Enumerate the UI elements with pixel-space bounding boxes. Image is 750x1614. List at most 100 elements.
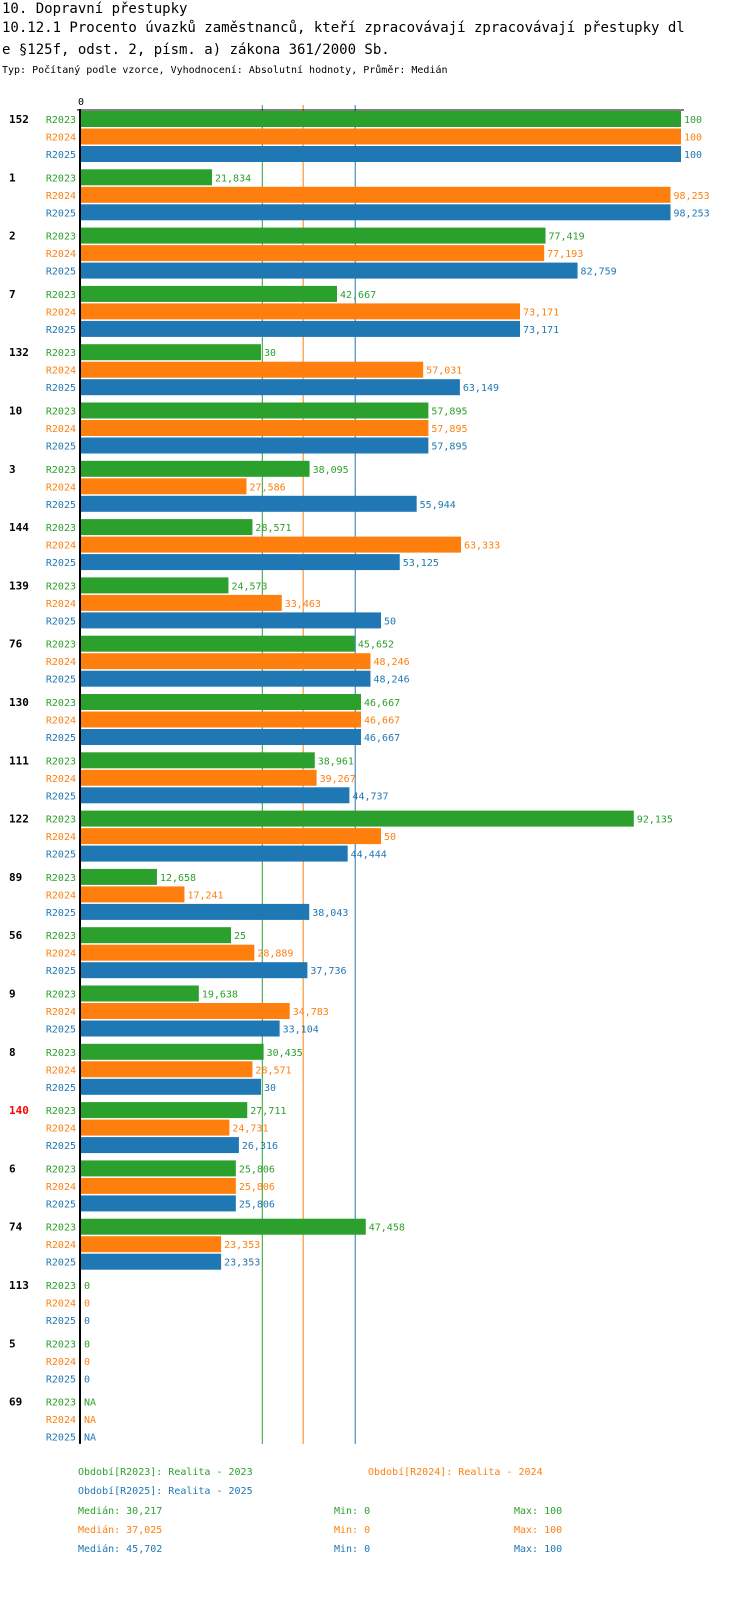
- value-label: 24,573: [231, 581, 267, 592]
- bar-r2024: [81, 1061, 253, 1078]
- bar-r2025: [81, 495, 417, 512]
- bar-r2024: [81, 594, 282, 611]
- bar-r2024: [81, 303, 521, 320]
- value-label: 27,586: [250, 482, 286, 493]
- series-label: R2023: [46, 232, 76, 243]
- series-label: R2025: [46, 325, 76, 336]
- series-label: R2025: [46, 1141, 76, 1152]
- category-label: 9: [9, 988, 16, 1001]
- bar-r2025: [81, 1020, 280, 1037]
- series-label: R2024: [46, 1007, 76, 1018]
- value-label: 42,667: [340, 290, 376, 301]
- bar-r2025: [81, 787, 350, 804]
- series-label: R2025: [46, 675, 76, 686]
- category-label: 111: [9, 754, 29, 767]
- bar-r2025: [81, 1078, 261, 1095]
- series-label: R2023: [46, 407, 76, 418]
- series-label: R2024: [46, 482, 76, 493]
- bar-r2024: [81, 944, 255, 961]
- bar-r2023: [81, 460, 310, 477]
- value-label: 23,353: [224, 1240, 260, 1251]
- min-r2024: Min: 0: [334, 1525, 371, 1536]
- value-label: 28,571: [255, 523, 291, 534]
- value-label: 26,316: [242, 1141, 278, 1152]
- bar-r2024: [81, 1177, 236, 1194]
- bar-r2025: [81, 962, 308, 979]
- bar-r2025: [81, 1253, 222, 1270]
- bar-r2025: [81, 437, 429, 454]
- series-label: R2024: [46, 657, 76, 668]
- bar-r2023: [81, 1043, 264, 1060]
- value-label: 92,135: [637, 815, 673, 826]
- value-label: 46,667: [364, 716, 400, 727]
- bar-r2024: [81, 420, 429, 436]
- category-label: 2: [9, 230, 16, 243]
- series-label: R2023: [46, 1106, 76, 1117]
- series-label: R2024: [46, 1415, 76, 1426]
- bar-r2023: [81, 227, 546, 244]
- bar-r2025: [81, 1137, 239, 1154]
- max-r2025: Max: 100: [514, 1544, 563, 1555]
- value-label: 82,759: [581, 267, 617, 278]
- bar-r2024: [81, 886, 185, 903]
- bar-r2025: [81, 146, 681, 162]
- bar-r2025: [81, 1195, 236, 1212]
- category-label: 76: [9, 638, 23, 651]
- category-label: 5: [9, 1337, 16, 1350]
- value-label: 33,104: [283, 1025, 319, 1036]
- category-label: 122: [9, 813, 29, 826]
- bar-r2023: [81, 635, 355, 652]
- bar-r2024: [81, 653, 371, 670]
- bar-r2023: [81, 1102, 248, 1119]
- value-label: 46,667: [364, 733, 400, 744]
- category-label: 140: [9, 1104, 29, 1117]
- section-title: 10. Dopravní přestupky: [2, 1, 188, 17]
- value-label: 25: [234, 931, 246, 942]
- series-label: R2024: [46, 133, 76, 144]
- series-label: R2025: [46, 1199, 76, 1210]
- value-label: 19,638: [202, 990, 238, 1001]
- series-label: R2024: [46, 1240, 76, 1251]
- bar-r2023: [81, 868, 157, 885]
- value-label: 0: [84, 1316, 90, 1327]
- value-label: 38,043: [312, 908, 348, 919]
- series-label: R2024: [46, 890, 76, 901]
- value-label: 0: [84, 1374, 90, 1385]
- value-label: 25,806: [239, 1199, 275, 1210]
- value-label: 100: [684, 115, 702, 126]
- chart-subtitle: Typ: Počítaný podle vzorce, Vyhodnocení:…: [2, 65, 448, 76]
- category-label: 113: [9, 1279, 29, 1292]
- series-label: R2025: [46, 908, 76, 919]
- category-label: 6: [9, 1162, 16, 1175]
- value-label: 28,889: [257, 949, 293, 960]
- value-label: 24,731: [232, 1124, 268, 1135]
- value-label: 45,652: [358, 640, 394, 651]
- category-label: 139: [9, 579, 29, 592]
- value-label: 37,736: [310, 966, 346, 977]
- bar-r2025: [81, 612, 381, 629]
- value-label: 47,458: [369, 1223, 405, 1234]
- series-label: R2023: [46, 1281, 76, 1292]
- series-label: R2023: [46, 815, 76, 826]
- series-label: R2025: [46, 1025, 76, 1036]
- bar-r2025: [81, 729, 362, 745]
- value-label: NA: [84, 1415, 96, 1426]
- value-label: 57,031: [426, 366, 462, 377]
- min-r2025: Min: 0: [334, 1544, 371, 1555]
- bar-r2024: [81, 186, 671, 203]
- series-label: R2023: [46, 173, 76, 184]
- bar-r2023: [81, 810, 634, 827]
- bar-r2024: [81, 828, 381, 845]
- bar-r2023: [81, 285, 338, 302]
- value-label: 55,944: [420, 500, 456, 511]
- legend-item-r2023: Období[R2023]: Realita - 2023: [78, 1467, 253, 1478]
- category-label: 1: [9, 171, 16, 184]
- bar-r2023: [81, 519, 253, 536]
- category-label: 7: [9, 288, 16, 301]
- value-label: 0: [84, 1299, 90, 1310]
- chart-title-line-1: 10.12.1 Procento úvazků zaměstnanců, kte…: [2, 20, 685, 36]
- value-label: 0: [84, 1357, 90, 1368]
- series-label: R2025: [46, 616, 76, 627]
- bar-r2024: [81, 536, 461, 553]
- category-label: 144: [9, 521, 29, 534]
